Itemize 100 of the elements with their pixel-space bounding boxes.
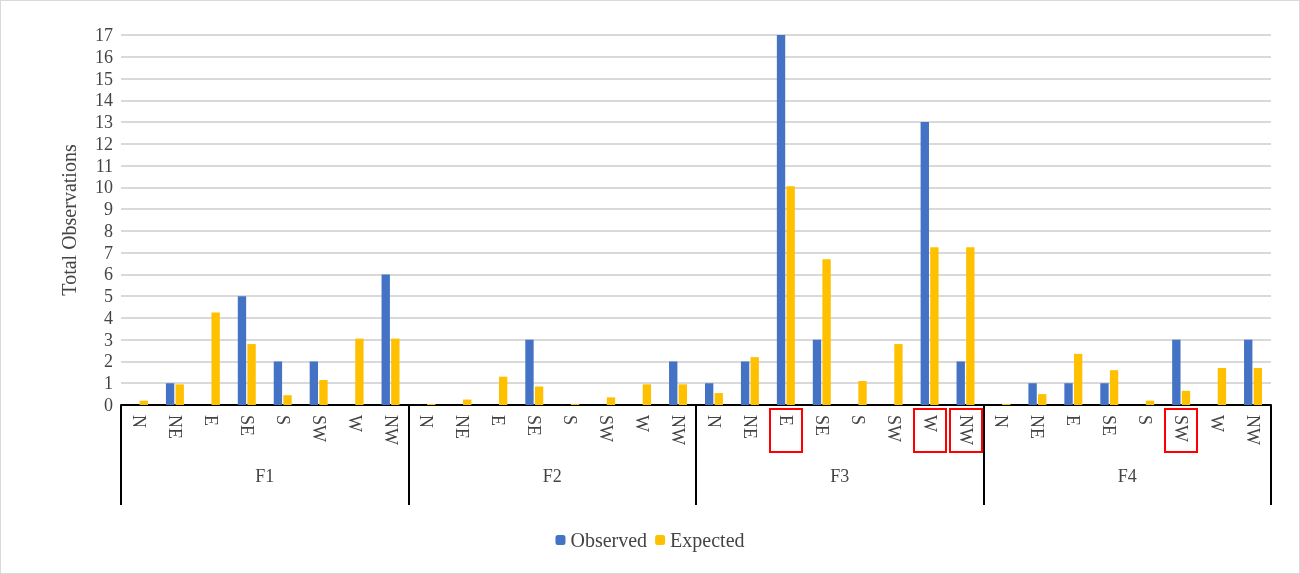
bar (812, 339, 822, 405)
x-tick-label: E (200, 415, 221, 426)
x-tick-label: W (632, 415, 653, 432)
x-tick-label: NW (668, 415, 689, 445)
bar (1028, 383, 1037, 405)
bar (776, 35, 786, 405)
x-tick-label: SW (883, 415, 904, 443)
x-tick-label: E (488, 415, 509, 426)
x-tick-label: NE (739, 415, 760, 439)
bar (714, 393, 723, 405)
bar (1217, 368, 1227, 405)
bar (355, 338, 364, 405)
bar (1109, 370, 1119, 405)
x-tick-label: N (991, 415, 1012, 428)
x-tick-label: NW (1243, 415, 1264, 445)
bar (319, 379, 328, 405)
x-tick-label: S (560, 415, 581, 426)
x-tick-label: SE (1099, 415, 1120, 437)
bar (525, 339, 534, 405)
bar (858, 381, 867, 405)
bar (606, 397, 616, 405)
bar (750, 357, 759, 405)
x-tick-label: SW (1171, 415, 1192, 443)
y-tick-label: 8 (104, 220, 113, 241)
bar (211, 312, 220, 405)
text: F4 (1117, 466, 1137, 486)
y-tick-label: 17 (95, 25, 113, 45)
bar (966, 247, 975, 405)
bar (786, 186, 795, 405)
x-tick-label: NW (380, 415, 401, 445)
x-tick-label: E (775, 415, 796, 426)
bar (498, 376, 508, 405)
x-tick-label: W (1207, 415, 1228, 432)
bar (391, 338, 400, 405)
x-tick-label: SE (236, 415, 257, 437)
y-tick-label: 7 (104, 242, 113, 263)
y-tick-label: 16 (95, 46, 113, 67)
bar (920, 122, 929, 405)
bar (740, 361, 750, 405)
bar (956, 361, 965, 405)
x-tick-label: S (847, 415, 868, 426)
bar (1073, 353, 1083, 405)
bar (534, 386, 544, 405)
bar (894, 344, 903, 405)
bar (930, 247, 939, 405)
bar (283, 395, 292, 405)
x-tick-label: NW (955, 415, 976, 445)
x-tick-label: W (919, 415, 940, 432)
bar (237, 296, 247, 405)
x-tick-label: N (128, 415, 149, 428)
bar (175, 384, 184, 405)
y-tick-label: 10 (95, 177, 113, 198)
x-tick-label: S (272, 415, 293, 426)
bar (273, 361, 283, 405)
legend-label: Observed (570, 529, 648, 551)
y-axis-title: Total Observations (58, 144, 80, 296)
y-tick-label: 12 (95, 133, 113, 154)
y-tick-label: 11 (95, 155, 113, 176)
y-tick-label: 6 (104, 264, 113, 285)
x-tick-label: E (1063, 415, 1084, 426)
bar (381, 274, 390, 405)
x-tick-label: W (344, 415, 365, 432)
y-tick-label: 5 (104, 286, 113, 307)
y-tick-label: 15 (95, 68, 113, 89)
bar (1172, 339, 1181, 405)
x-tick-label: NE (164, 415, 185, 439)
bar (1038, 394, 1047, 405)
bar (642, 384, 652, 405)
x-tick-label: S (1135, 415, 1156, 426)
bar (678, 384, 688, 405)
bar (165, 383, 175, 405)
y-tick-label: 4 (104, 307, 113, 328)
bar (822, 259, 831, 405)
bar (1244, 339, 1253, 405)
x-tick-label: N (416, 415, 437, 428)
x-tick-label: SE (811, 415, 832, 437)
bar (669, 361, 678, 405)
legend-label: Expected (670, 529, 745, 552)
x-tick-label: NE (452, 415, 473, 439)
bar (1181, 390, 1191, 405)
y-tick-label: 14 (95, 90, 113, 111)
bar (1100, 383, 1109, 405)
bar (1064, 383, 1073, 405)
x-tick-label: NE (1027, 415, 1048, 439)
text: F1 (255, 466, 275, 486)
y-tick-label: 0 (104, 395, 113, 415)
x-tick-label: SW (308, 415, 329, 443)
bar (247, 344, 256, 405)
y-tick-label: 13 (95, 112, 113, 133)
y-tick-label: 9 (104, 199, 113, 220)
bar (704, 383, 714, 405)
bar (309, 361, 319, 405)
text: F2 (542, 466, 562, 486)
y-tick-label: 1 (104, 373, 113, 394)
y-tick-label: 3 (104, 329, 113, 350)
x-tick-label: SE (524, 415, 545, 437)
bar (1253, 368, 1263, 405)
text: F3 (830, 466, 850, 486)
y-tick-label: 2 (104, 351, 113, 372)
x-tick-label: N (703, 415, 724, 428)
